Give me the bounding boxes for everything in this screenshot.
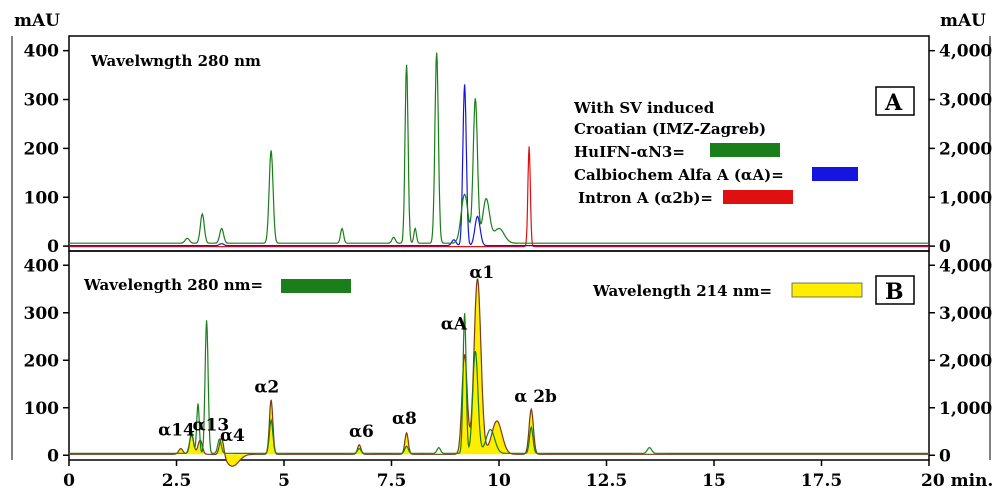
- y-tick-label-left-a: 300: [24, 91, 60, 111]
- peak-label: α1: [469, 263, 494, 283]
- y-tick-label-right-b: 0: [939, 446, 951, 466]
- series-line-a-0: [69, 52, 929, 244]
- legend-swatch-214nm: [791, 282, 863, 298]
- y-tick-label-right-b: 2,000: [939, 351, 992, 371]
- y-tick-label-right-b: 4,000: [939, 256, 992, 276]
- legend-label-280nm: Wavelength 280 nm=: [83, 276, 263, 294]
- y-tick-label-right-a: 2,000: [939, 139, 992, 159]
- x-tick-label: 5: [278, 471, 290, 491]
- series-line-a-1: [69, 84, 929, 247]
- y-axis-label-right: mAU: [940, 11, 986, 31]
- y-tick-label-left-a: 100: [24, 188, 60, 208]
- x-tick-label: 17.5: [801, 471, 842, 491]
- legend-swatch-intron: [723, 190, 793, 204]
- y-tick-label-right-a: 4,000: [939, 42, 992, 62]
- legend-label-214nm: Wavelength 214 nm=: [592, 282, 772, 300]
- legend-title-line-1: With SV induced: [573, 99, 715, 117]
- peak-label: α2: [254, 378, 279, 398]
- y-tick-label-left-a: 0: [47, 237, 59, 257]
- y-tick-label-right-b: 1,000: [939, 399, 992, 419]
- legend-swatch-huifn: [710, 143, 780, 157]
- series-line-b-1: [69, 278, 929, 467]
- series-fill-b-1: [69, 278, 929, 467]
- x-tick-label: 0: [63, 471, 75, 491]
- x-tick-label: 10: [487, 471, 511, 491]
- peak-label: α 2b: [514, 387, 557, 407]
- panel-a-letter-box: [875, 86, 915, 116]
- legend-label-calbiochem: Calbiochem Alfa A (αA)=: [574, 166, 784, 184]
- legend-title-line-2: Croatian (IMZ-Zagreb): [574, 120, 766, 138]
- y-tick-label-left-b: 0: [47, 446, 59, 466]
- peak-label: α8: [392, 409, 417, 429]
- x-tick-label: 20 min.: [921, 471, 993, 491]
- y-tick-label-right-a: 1,000: [939, 188, 992, 208]
- panel-b-letter: B: [885, 279, 904, 305]
- legend-swatch-280nm: [281, 279, 351, 293]
- y-tick-label-left-b: 200: [24, 351, 60, 371]
- y-tick-label-left-a: 400: [24, 42, 60, 62]
- series-line-b-0: [69, 313, 929, 454]
- y-tick-label-left-b: 400: [24, 256, 60, 276]
- panel-a-title: Wavelwngth 280 nm: [90, 52, 261, 70]
- legend-swatch-calbiochem: [812, 167, 858, 181]
- peak-label: α13: [193, 416, 230, 436]
- x-tick-label: 2.5: [162, 471, 192, 491]
- panel-b-letter-box: [875, 275, 915, 305]
- panel-a-letter: A: [884, 90, 903, 116]
- peak-label: α14: [158, 420, 195, 440]
- peak-label: α4: [220, 426, 245, 446]
- legend-label-intron: Intron A (α2b)=: [578, 189, 713, 207]
- x-tick-label: 12.5: [586, 471, 627, 491]
- y-axis-label-left: mAU: [14, 11, 60, 31]
- peak-label: αA: [441, 314, 468, 334]
- peak-label: α6: [349, 422, 374, 442]
- y-tick-label-right-a: 0: [939, 237, 951, 257]
- y-tick-label-left-b: 300: [24, 304, 60, 324]
- y-tick-label-left-b: 100: [24, 399, 60, 419]
- y-tick-label-right-a: 3,000: [939, 91, 992, 111]
- series-line-a-2: [69, 146, 929, 248]
- x-tick-label: 15: [702, 471, 726, 491]
- y-tick-label-right-b: 3,000: [939, 304, 992, 324]
- y-tick-label-left-a: 200: [24, 139, 60, 159]
- x-tick-label: 7.5: [377, 471, 407, 491]
- legend-label-huifn: HuIFN-αN3=: [574, 143, 685, 161]
